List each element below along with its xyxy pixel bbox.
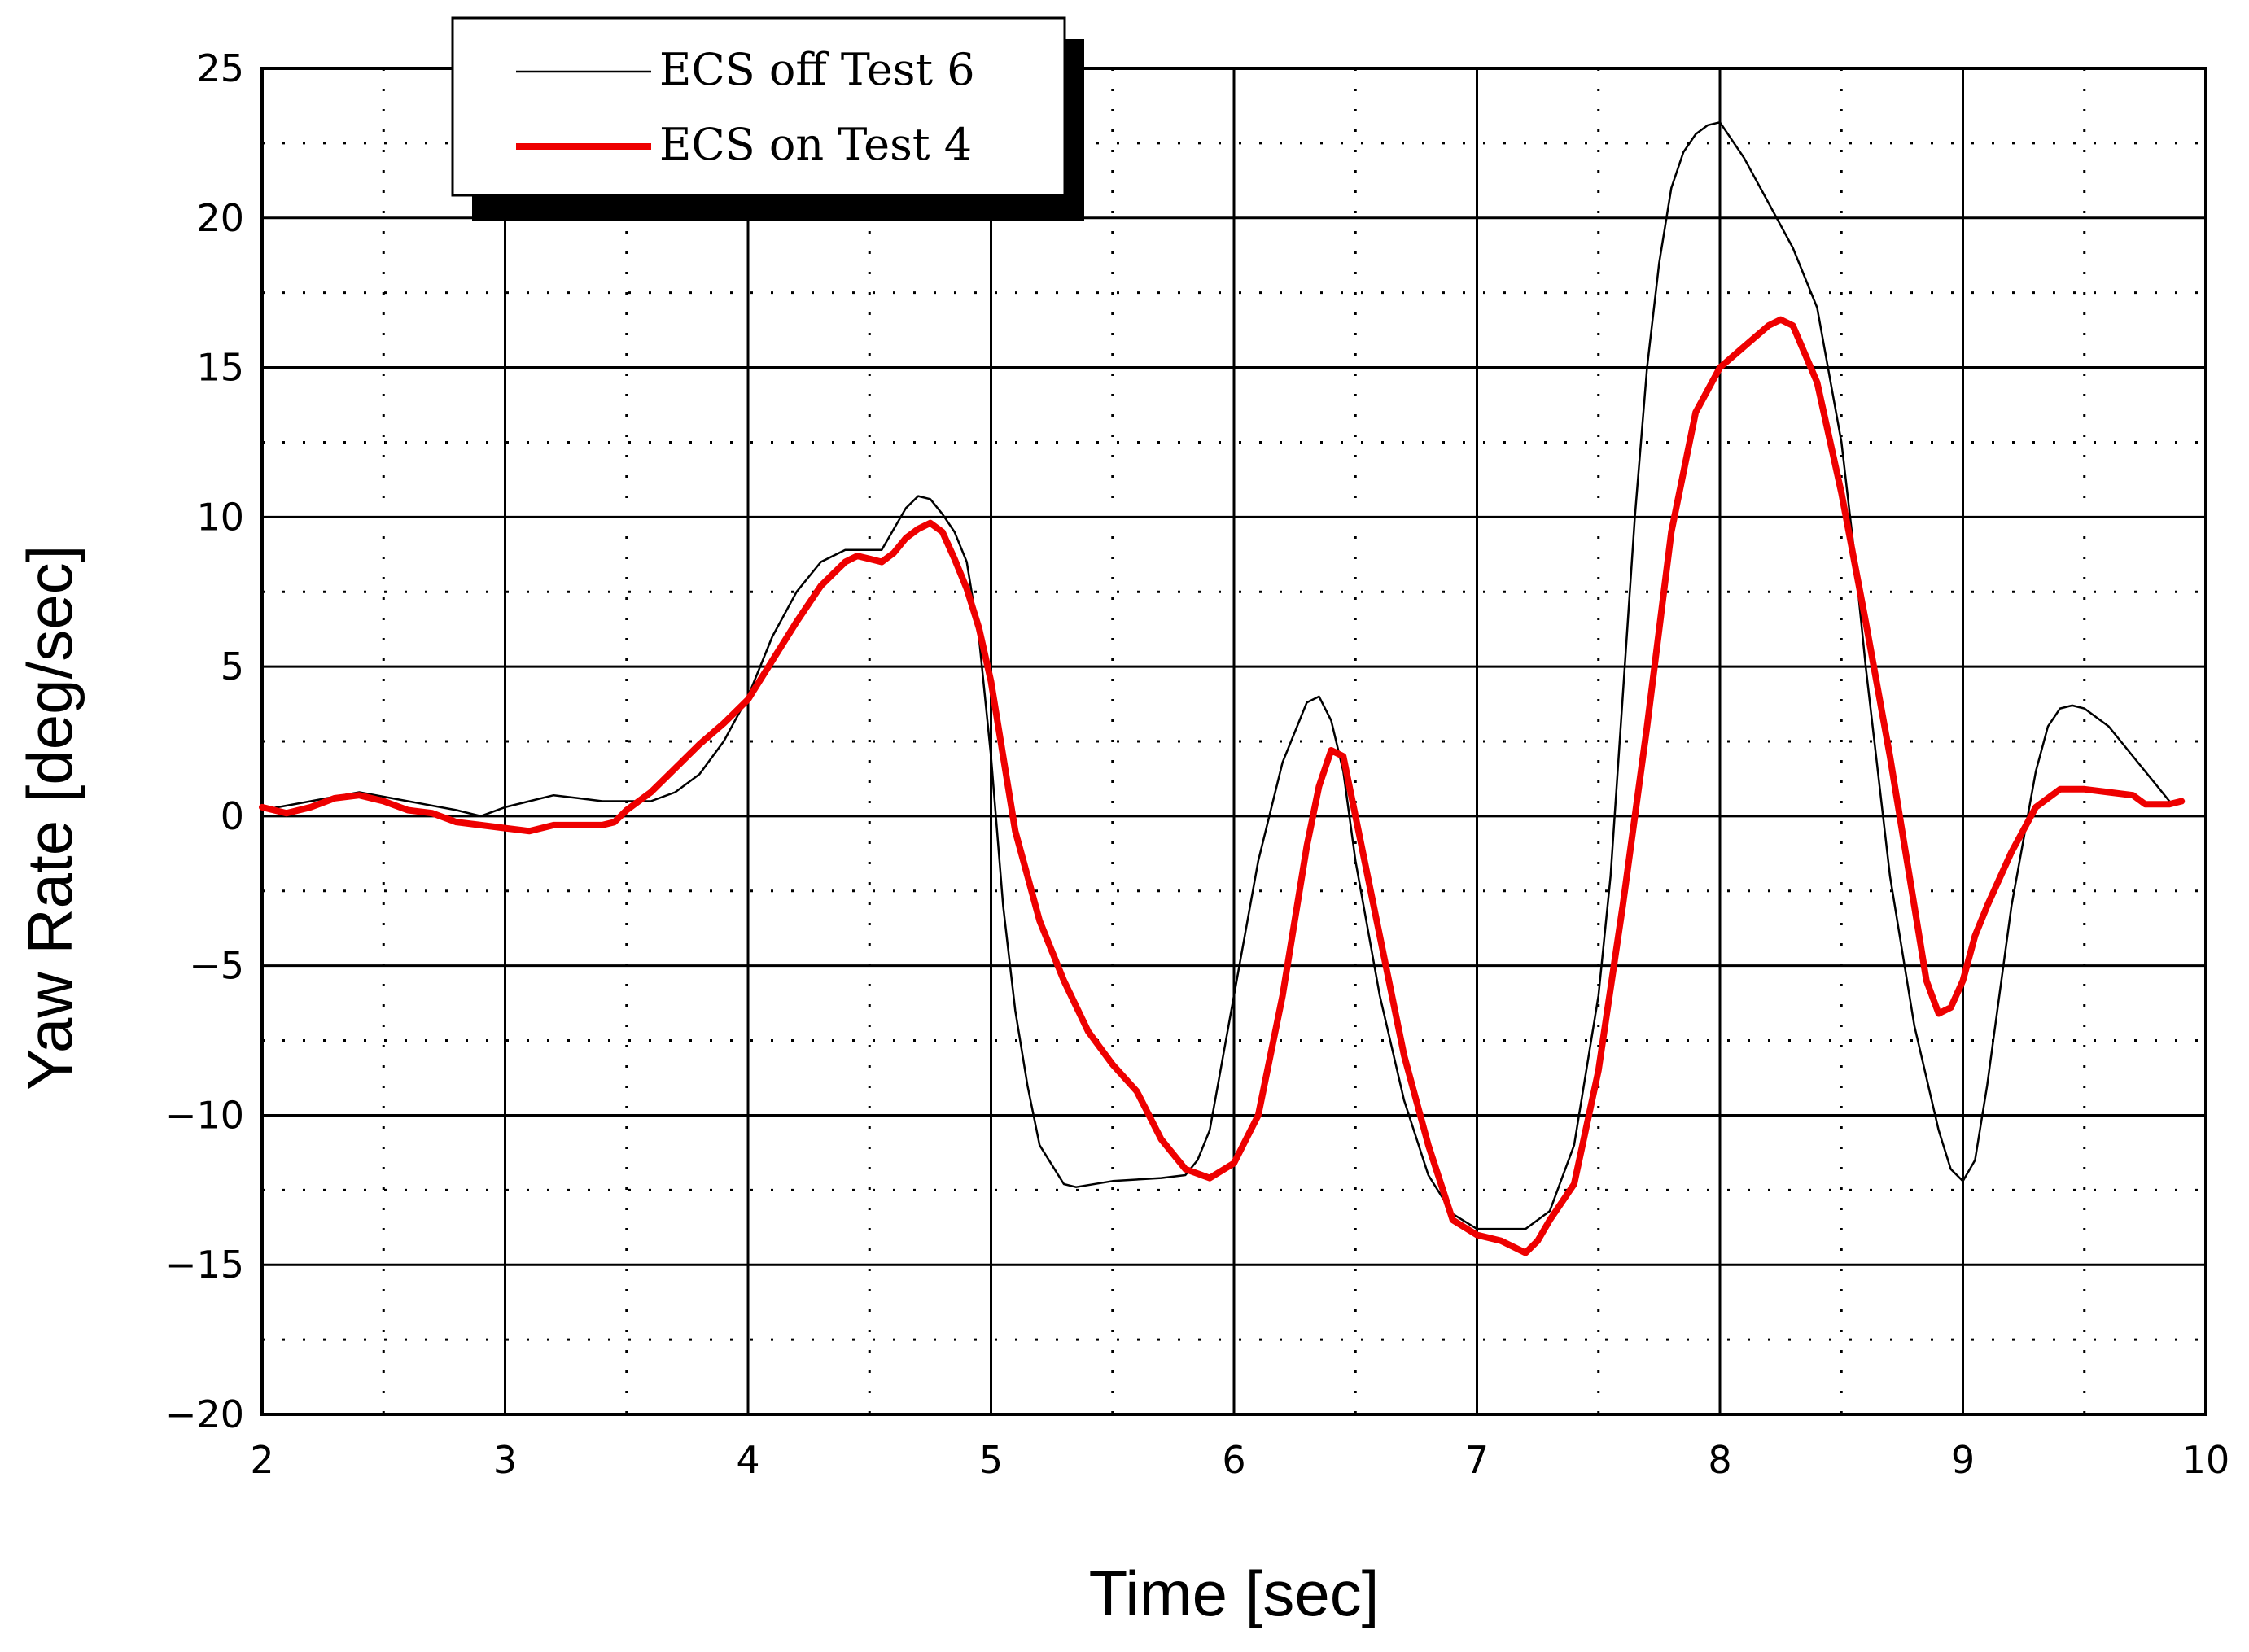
minor-gridlines bbox=[262, 68, 2206, 1414]
legend: ECS off Test 6 ECS on Test 4 bbox=[451, 16, 1084, 221]
x-tick-label: 10 bbox=[2182, 1438, 2230, 1482]
y-tick-label: 10 bbox=[196, 495, 244, 539]
x-tick-label: 7 bbox=[1465, 1438, 1489, 1482]
major-gridlines bbox=[260, 67, 2207, 1416]
y-tick-label: 20 bbox=[196, 196, 244, 240]
legend-label-ecs-on: ECS on Test 4 bbox=[659, 119, 972, 170]
y-tick-label: −20 bbox=[165, 1392, 244, 1436]
y-tick-label: 15 bbox=[196, 346, 244, 390]
x-tick-label: 6 bbox=[1222, 1438, 1245, 1482]
x-tick-labels: 2 3 4 5 6 7 8 9 10 bbox=[250, 1438, 2229, 1482]
series-layer bbox=[259, 120, 2186, 1256]
x-tick-label: 2 bbox=[250, 1438, 273, 1482]
x-tick-label: 9 bbox=[1951, 1438, 1975, 1482]
x-tick-label: 3 bbox=[493, 1438, 517, 1482]
y-tick-label: 25 bbox=[196, 46, 244, 90]
y-tick-label: −5 bbox=[189, 944, 244, 988]
series-line-ecs-on bbox=[259, 316, 2186, 1256]
series-line-ecs-off bbox=[260, 120, 2171, 1230]
x-tick-label: 8 bbox=[1708, 1438, 1731, 1482]
x-tick-label: 5 bbox=[979, 1438, 1003, 1482]
y-tick-label: 0 bbox=[221, 794, 244, 838]
y-axis-title: Yaw Rate [deg/sec] bbox=[14, 545, 85, 1091]
x-axis-title: Time [sec] bbox=[1089, 1558, 1380, 1629]
legend-box bbox=[451, 16, 1066, 197]
y-tick-label: −15 bbox=[165, 1243, 244, 1287]
legend-label-ecs-off: ECS off Test 6 bbox=[659, 44, 975, 95]
y-tick-label: −10 bbox=[165, 1093, 244, 1137]
x-tick-label: 4 bbox=[736, 1438, 759, 1482]
y-tick-labels: 25 20 15 10 5 0 −5 −10 −15 −20 bbox=[165, 46, 244, 1436]
plot-frame bbox=[260, 67, 2207, 1416]
y-tick-label: 5 bbox=[221, 645, 244, 688]
